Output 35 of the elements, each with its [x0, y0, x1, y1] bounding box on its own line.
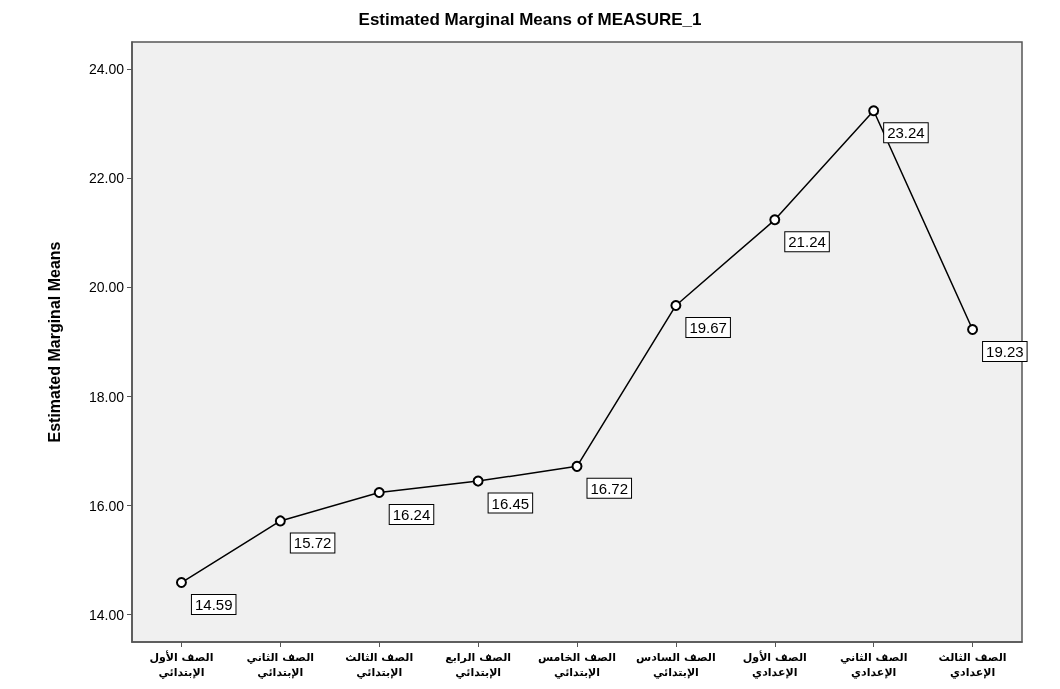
x-tick-label: الصف الثالث الإعدادي [938, 651, 1007, 679]
chart-title: Estimated Marginal Means of MEASURE_1 [358, 10, 702, 29]
point [274, 515, 286, 527]
data-label: 21.24 [788, 233, 826, 251]
y-tick-label: 24.00 [88, 61, 125, 78]
x-tick-label: الصف الأول الإبتدائي [149, 650, 214, 679]
x-tick-label: الصف الثالث الإبتدائي [345, 651, 414, 679]
data-label: 16.72 [590, 479, 629, 497]
point [868, 105, 880, 117]
point [571, 460, 583, 472]
data-label: 23.24 [887, 124, 925, 142]
x-tick-label: الصف الخامس الإبتدائي [538, 651, 616, 679]
x-tick-label: الصف الثاني الإعدادي [839, 651, 908, 679]
data-label: 14.59 [194, 596, 233, 614]
y-axis-title: Estimated Marginal Means [45, 241, 63, 443]
point [670, 299, 682, 311]
data-label: 15.72 [293, 534, 332, 552]
x-tick-label: الصف الرابع الإبتدائي [445, 651, 512, 679]
x-tick-label: الصف السادس الإبتدائي [636, 651, 716, 679]
point [967, 323, 979, 335]
y-tick-label: 16.00 [88, 497, 125, 514]
data-label: 16.24 [392, 506, 431, 524]
point [769, 214, 781, 226]
y-tick-label: 22.00 [88, 170, 125, 187]
x-tick-label: الصف الثاني الإبتدائي [246, 651, 315, 679]
y-tick-label: 14.00 [88, 606, 125, 623]
data-label: 19.67 [689, 318, 727, 336]
x-tick-label: الصف الأول الإعدادي [742, 650, 807, 679]
y-tick-label: 18.00 [88, 388, 125, 405]
y-tick-label: 20.00 [88, 279, 125, 296]
point [373, 487, 385, 499]
point [472, 475, 484, 487]
data-label: 19.23 [986, 342, 1024, 360]
point [175, 577, 187, 589]
data-label: 16.45 [491, 494, 530, 512]
